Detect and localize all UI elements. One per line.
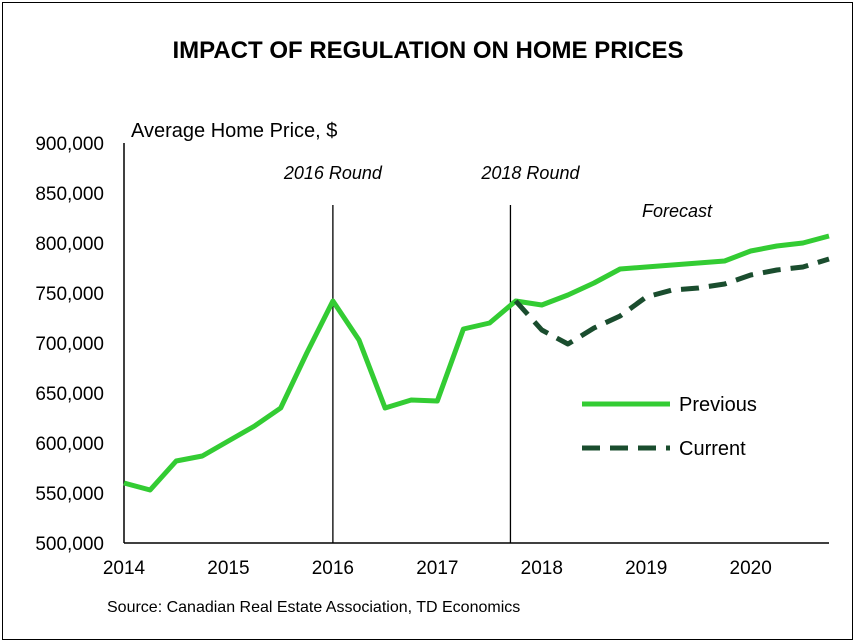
- chart-title: IMPACT OF REGULATION ON HOME PRICES: [172, 37, 683, 64]
- legend-label-current: Current: [679, 438, 746, 460]
- annotations: 2016 Round 2018 Round Forecast: [283, 163, 713, 221]
- legend-label-previous: Previous: [679, 394, 757, 416]
- series-line-previous: [123, 233, 830, 493]
- legend: Previous Current: [582, 394, 757, 460]
- annotation-forecast: Forecast: [642, 201, 713, 221]
- y-tick-label: 700,000: [35, 334, 104, 355]
- x-tick-label: 2017: [416, 558, 458, 579]
- annotation-2018-round: 2018 Round: [480, 163, 580, 183]
- axes: [123, 143, 829, 544]
- series-line-current: [513, 256, 830, 347]
- y-tick-label: 600,000: [35, 434, 104, 455]
- tick-labels: 500,000 550,000 600,000 650,000 700,000 750,0…: [35, 134, 771, 579]
- annotation-2016-round: 2016 Round: [283, 163, 383, 183]
- x-tick-label: 2016: [312, 558, 354, 579]
- y-tick-label: 900,000: [35, 134, 104, 155]
- y-axis-title: Average Home Price, $: [131, 120, 337, 142]
- x-tick-label: 2015: [207, 558, 249, 579]
- y-tick-label: 850,000: [35, 184, 104, 205]
- x-tick-label: 2019: [625, 558, 667, 579]
- source-note: Source: Canadian Real Estate Association…: [107, 599, 520, 616]
- x-tick-label: 2014: [103, 558, 146, 579]
- y-tick-label: 750,000: [35, 284, 104, 305]
- y-tick-label: 550,000: [35, 484, 104, 505]
- x-tick-label: 2020: [730, 558, 772, 579]
- x-tick-label: 2018: [521, 558, 563, 579]
- y-tick-label: 800,000: [35, 234, 104, 255]
- y-tick-label: 650,000: [35, 384, 104, 405]
- series-layer: [123, 233, 830, 493]
- y-tick-label: 500,000: [35, 534, 104, 555]
- regulation-lines: [332, 205, 512, 543]
